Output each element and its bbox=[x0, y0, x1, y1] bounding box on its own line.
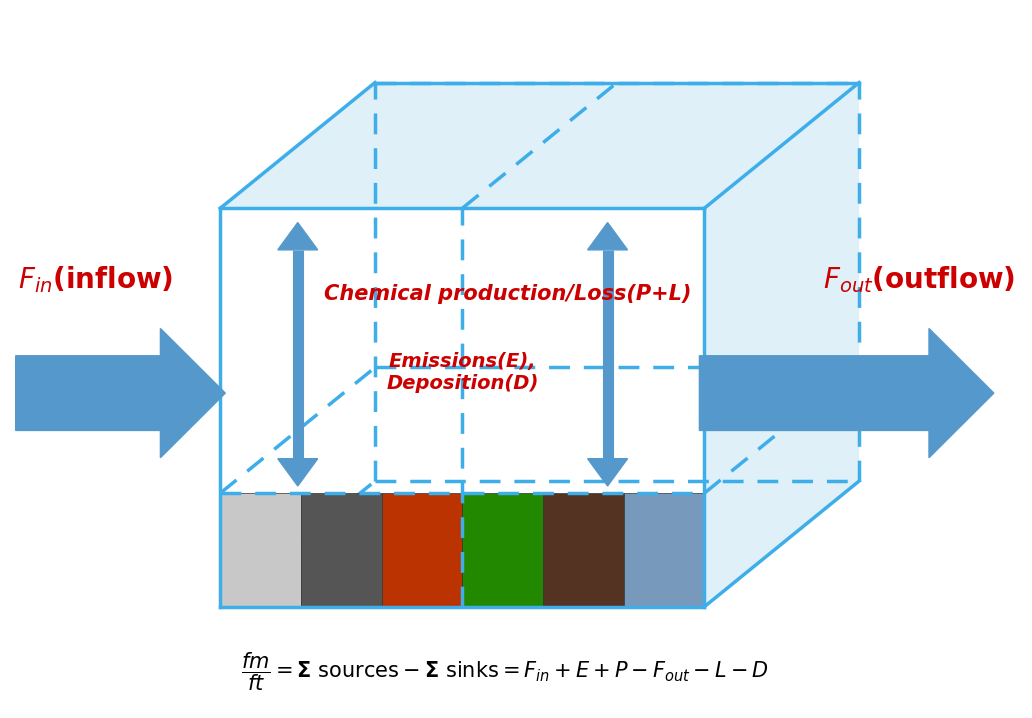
Polygon shape bbox=[543, 493, 623, 607]
Polygon shape bbox=[278, 223, 318, 250]
Polygon shape bbox=[700, 328, 994, 458]
Text: $\mathbf{\it{F}}_{out}$$\mathbf{(outflow)}$: $\mathbf{\it{F}}_{out}$$\mathbf{(outflow… bbox=[823, 265, 1015, 295]
Polygon shape bbox=[220, 208, 705, 607]
Text: Chemical production/Loss(P+L): Chemical production/Loss(P+L) bbox=[324, 284, 691, 304]
Polygon shape bbox=[15, 328, 225, 458]
Text: Emissions(E),
Deposition(D): Emissions(E), Deposition(D) bbox=[386, 352, 539, 393]
Polygon shape bbox=[587, 223, 627, 250]
Polygon shape bbox=[220, 83, 859, 208]
Polygon shape bbox=[705, 83, 859, 607]
Text: $\mathbf{\it{F}}_{in}$$\mathbf{(inflow)}$: $\mathbf{\it{F}}_{in}$$\mathbf{(inflow)}… bbox=[18, 265, 173, 295]
Polygon shape bbox=[382, 493, 462, 607]
Text: $\dfrac{fm}{ft} = \mathbf{\Sigma}\ \mathrm{sources} - \mathbf{\Sigma}\ \mathrm{s: $\dfrac{fm}{ft} = \mathbf{\Sigma}\ \math… bbox=[240, 650, 769, 693]
Polygon shape bbox=[220, 493, 301, 607]
Polygon shape bbox=[278, 459, 318, 486]
Polygon shape bbox=[462, 493, 543, 607]
Polygon shape bbox=[587, 459, 627, 486]
Polygon shape bbox=[301, 493, 382, 607]
Polygon shape bbox=[623, 493, 705, 607]
